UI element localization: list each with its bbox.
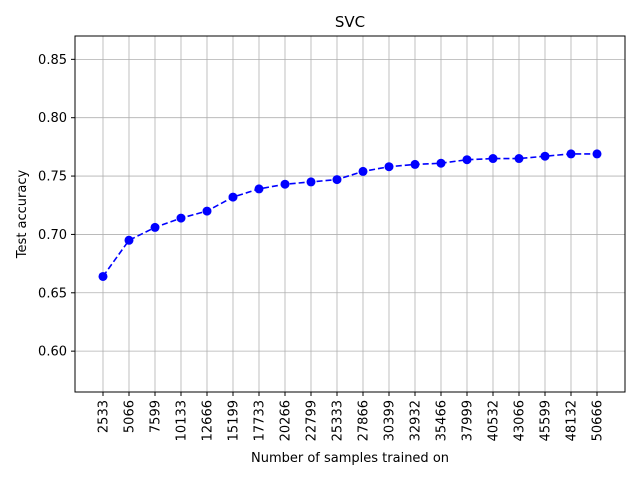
- x-axis-ticks: 2533 5066 7599 10133 12666 15199 17733 20266 227…: [97, 392, 606, 441]
- x-tick-label: 2533: [97, 400, 112, 433]
- y-tick-label: 0.70: [38, 228, 67, 243]
- x-tick-label: 27866: [357, 400, 372, 441]
- series-line: [102, 153, 597, 277]
- x-tick-label: 25333: [331, 400, 346, 441]
- x-tick-label: 10133: [175, 400, 190, 441]
- data-point: [592, 149, 602, 159]
- x-tick-label: 5066: [123, 400, 138, 433]
- data-point: [98, 271, 108, 281]
- y-tick-label: 0.80: [38, 111, 67, 126]
- x-tick-label: 22799: [305, 400, 320, 441]
- x-tick-label: 45599: [539, 400, 554, 441]
- grid-lines: [75, 36, 625, 392]
- x-tick-label: 50666: [591, 400, 606, 441]
- x-tick-label: 17733: [253, 400, 268, 441]
- plot-frame: [74, 35, 626, 393]
- data-point: [228, 192, 238, 202]
- x-axis-label: Number of samples trained on: [251, 451, 449, 466]
- data-point: [254, 184, 264, 194]
- x-tick-label: 43066: [513, 400, 528, 441]
- data-series: [98, 149, 602, 281]
- y-tick-label: 0.60: [38, 345, 67, 360]
- data-point: [488, 154, 498, 164]
- data-point: [358, 166, 368, 176]
- data-point: [124, 235, 134, 245]
- y-tick-label: 0.75: [38, 170, 67, 185]
- x-tick-label: 35466: [435, 400, 450, 441]
- data-point: [332, 175, 342, 185]
- data-point: [150, 222, 160, 232]
- x-tick-label: 40532: [487, 400, 502, 441]
- x-tick-label: 48132: [565, 400, 580, 441]
- x-tick-label: 15199: [227, 400, 242, 441]
- data-point: [462, 155, 472, 165]
- x-tick-label: 7599: [149, 400, 164, 433]
- y-axis-ticks: 0.60 0.65 0.70 0.75 0.80 0.85: [38, 53, 75, 360]
- data-point: [566, 149, 576, 159]
- chart-title: SVC: [335, 13, 365, 31]
- data-point: [306, 177, 316, 187]
- data-point: [384, 162, 394, 172]
- y-axis-label: Test accuracy: [15, 170, 30, 260]
- x-tick-label: 32932: [409, 400, 424, 441]
- x-tick-label: 20266: [279, 400, 294, 441]
- data-point: [540, 151, 550, 161]
- data-point: [202, 206, 212, 216]
- y-tick-label: 0.85: [38, 53, 67, 68]
- data-point: [436, 158, 446, 168]
- x-tick-label: 12666: [201, 400, 216, 441]
- y-tick-label: 0.65: [38, 286, 67, 301]
- x-tick-label: 37999: [461, 400, 476, 441]
- data-point: [514, 154, 524, 164]
- data-point: [176, 213, 186, 223]
- x-tick-label: 30399: [383, 400, 398, 441]
- data-point: [280, 179, 290, 189]
- data-point: [410, 159, 420, 169]
